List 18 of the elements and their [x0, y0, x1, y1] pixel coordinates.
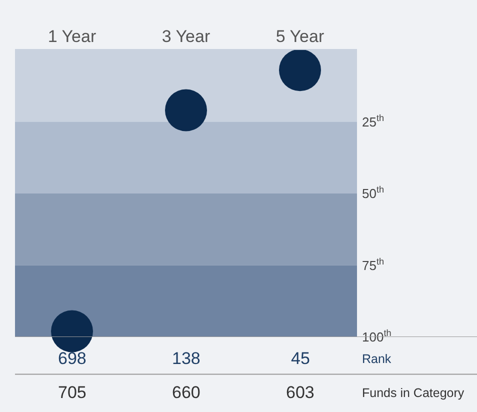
text: Funds in Category: [362, 386, 465, 400]
text: Rank: [362, 352, 392, 366]
x-tick-label: 5 Year: [276, 27, 324, 46]
point: [165, 89, 207, 132]
y-tick-label: 25$^{th}$: [362, 112, 384, 130]
text: 45: [291, 349, 310, 368]
y-tick-label: 50$^{th}$: [362, 184, 384, 202]
point: [51, 310, 93, 352]
text: 705: [58, 383, 86, 402]
text: 660: [172, 383, 200, 402]
point: [279, 49, 321, 92]
x-tick-label: 1 Year: [48, 27, 96, 46]
y-tick-label: 100$^{th}$: [362, 328, 392, 345]
text: 138: [172, 349, 200, 368]
text: 603: [286, 383, 314, 402]
x-tick-label: 3 Year: [162, 27, 210, 46]
y-tick-label: 75$^{th}$: [362, 256, 384, 273]
text: 698: [58, 349, 86, 368]
